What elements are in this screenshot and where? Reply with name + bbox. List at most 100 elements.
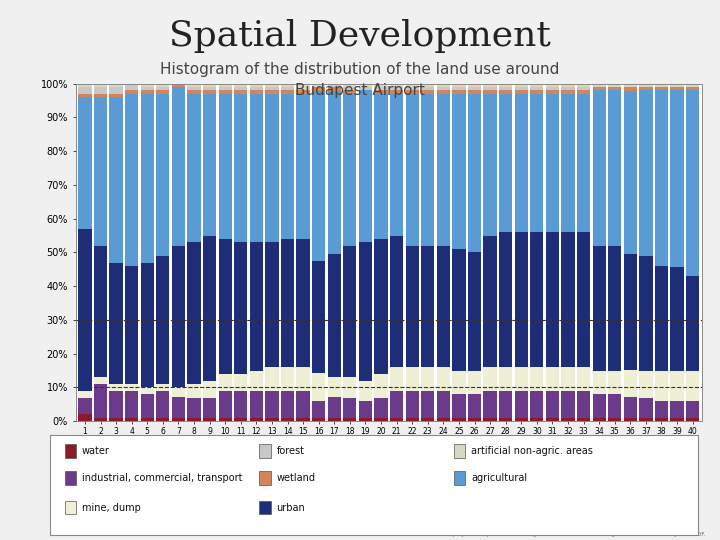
- Bar: [499, 232, 513, 367]
- Bar: [405, 367, 419, 391]
- Bar: [297, 94, 310, 239]
- Bar: [359, 418, 372, 421]
- Bar: [125, 84, 138, 90]
- Bar: [483, 90, 497, 94]
- Bar: [265, 84, 279, 87]
- Bar: [546, 84, 559, 87]
- Bar: [608, 84, 621, 87]
- Bar: [515, 94, 528, 232]
- Bar: [281, 84, 294, 87]
- Bar: [94, 246, 107, 377]
- Bar: [219, 94, 232, 239]
- Bar: [390, 418, 403, 421]
- Bar: [187, 87, 201, 90]
- Bar: [156, 384, 169, 391]
- Bar: [670, 401, 684, 418]
- Bar: [515, 84, 528, 87]
- Bar: [562, 367, 575, 391]
- Bar: [405, 94, 419, 246]
- Bar: [297, 391, 310, 418]
- Bar: [125, 418, 138, 421]
- Text: industrial, commercial, transport: industrial, commercial, transport: [82, 473, 243, 483]
- Text: agricultural: agricultural: [471, 473, 527, 483]
- Bar: [250, 418, 263, 421]
- Bar: [468, 252, 481, 370]
- Bar: [219, 90, 232, 94]
- Bar: [593, 87, 606, 90]
- Bar: [405, 246, 419, 367]
- Bar: [452, 418, 466, 421]
- Bar: [577, 391, 590, 418]
- Bar: [655, 266, 668, 370]
- Bar: [250, 242, 263, 370]
- Bar: [468, 370, 481, 394]
- Bar: [203, 397, 216, 418]
- Bar: [78, 97, 91, 229]
- Bar: [390, 235, 403, 367]
- Bar: [530, 87, 544, 90]
- Bar: [343, 90, 356, 94]
- Bar: [562, 94, 575, 232]
- Bar: [608, 246, 621, 370]
- Bar: [374, 84, 387, 87]
- Bar: [343, 87, 356, 90]
- Bar: [125, 266, 138, 384]
- Bar: [265, 391, 279, 418]
- Text: Histogram of the distribution of the land use around
Budapest Airport: Histogram of the distribution of the lan…: [161, 62, 559, 98]
- Bar: [156, 94, 169, 256]
- Bar: [686, 401, 699, 418]
- Bar: [156, 391, 169, 418]
- Bar: [219, 239, 232, 374]
- Text: wetland: wetland: [276, 473, 315, 483]
- Bar: [624, 254, 637, 370]
- Bar: [421, 391, 434, 418]
- Bar: [359, 242, 372, 381]
- Bar: [374, 418, 387, 421]
- Bar: [78, 94, 91, 97]
- Bar: [655, 90, 668, 266]
- Bar: [140, 394, 154, 418]
- Bar: [686, 370, 699, 401]
- Bar: [172, 87, 185, 246]
- Bar: [109, 391, 122, 418]
- Bar: [172, 418, 185, 421]
- Bar: [250, 391, 263, 418]
- Bar: [109, 97, 122, 262]
- Bar: [343, 397, 356, 418]
- Text: water: water: [82, 446, 110, 456]
- Bar: [312, 261, 325, 374]
- Bar: [328, 418, 341, 421]
- Bar: [343, 84, 356, 87]
- Bar: [499, 84, 513, 87]
- Bar: [483, 87, 497, 90]
- Bar: [405, 391, 419, 418]
- Bar: [234, 87, 248, 90]
- Bar: [78, 87, 91, 94]
- Bar: [265, 90, 279, 94]
- Bar: [577, 232, 590, 367]
- Bar: [437, 90, 450, 94]
- Bar: [281, 87, 294, 90]
- Bar: [94, 94, 107, 97]
- Bar: [483, 418, 497, 421]
- Bar: [390, 367, 403, 391]
- Bar: [437, 87, 450, 90]
- Bar: [390, 391, 403, 418]
- Bar: [468, 418, 481, 421]
- Bar: [265, 94, 279, 242]
- Bar: [374, 87, 387, 90]
- Bar: [499, 87, 513, 90]
- Bar: [140, 418, 154, 421]
- Bar: [593, 90, 606, 246]
- Text: This project is implemented through the CENTRAL EUROPE Programme co-financed by : This project is implemented through the …: [440, 532, 706, 537]
- Bar: [483, 84, 497, 87]
- Bar: [577, 367, 590, 391]
- Bar: [515, 418, 528, 421]
- Bar: [546, 90, 559, 94]
- Bar: [359, 90, 372, 242]
- Bar: [359, 381, 372, 401]
- Text: urban: urban: [276, 503, 305, 512]
- Bar: [172, 246, 185, 387]
- Bar: [483, 391, 497, 418]
- Bar: [156, 418, 169, 421]
